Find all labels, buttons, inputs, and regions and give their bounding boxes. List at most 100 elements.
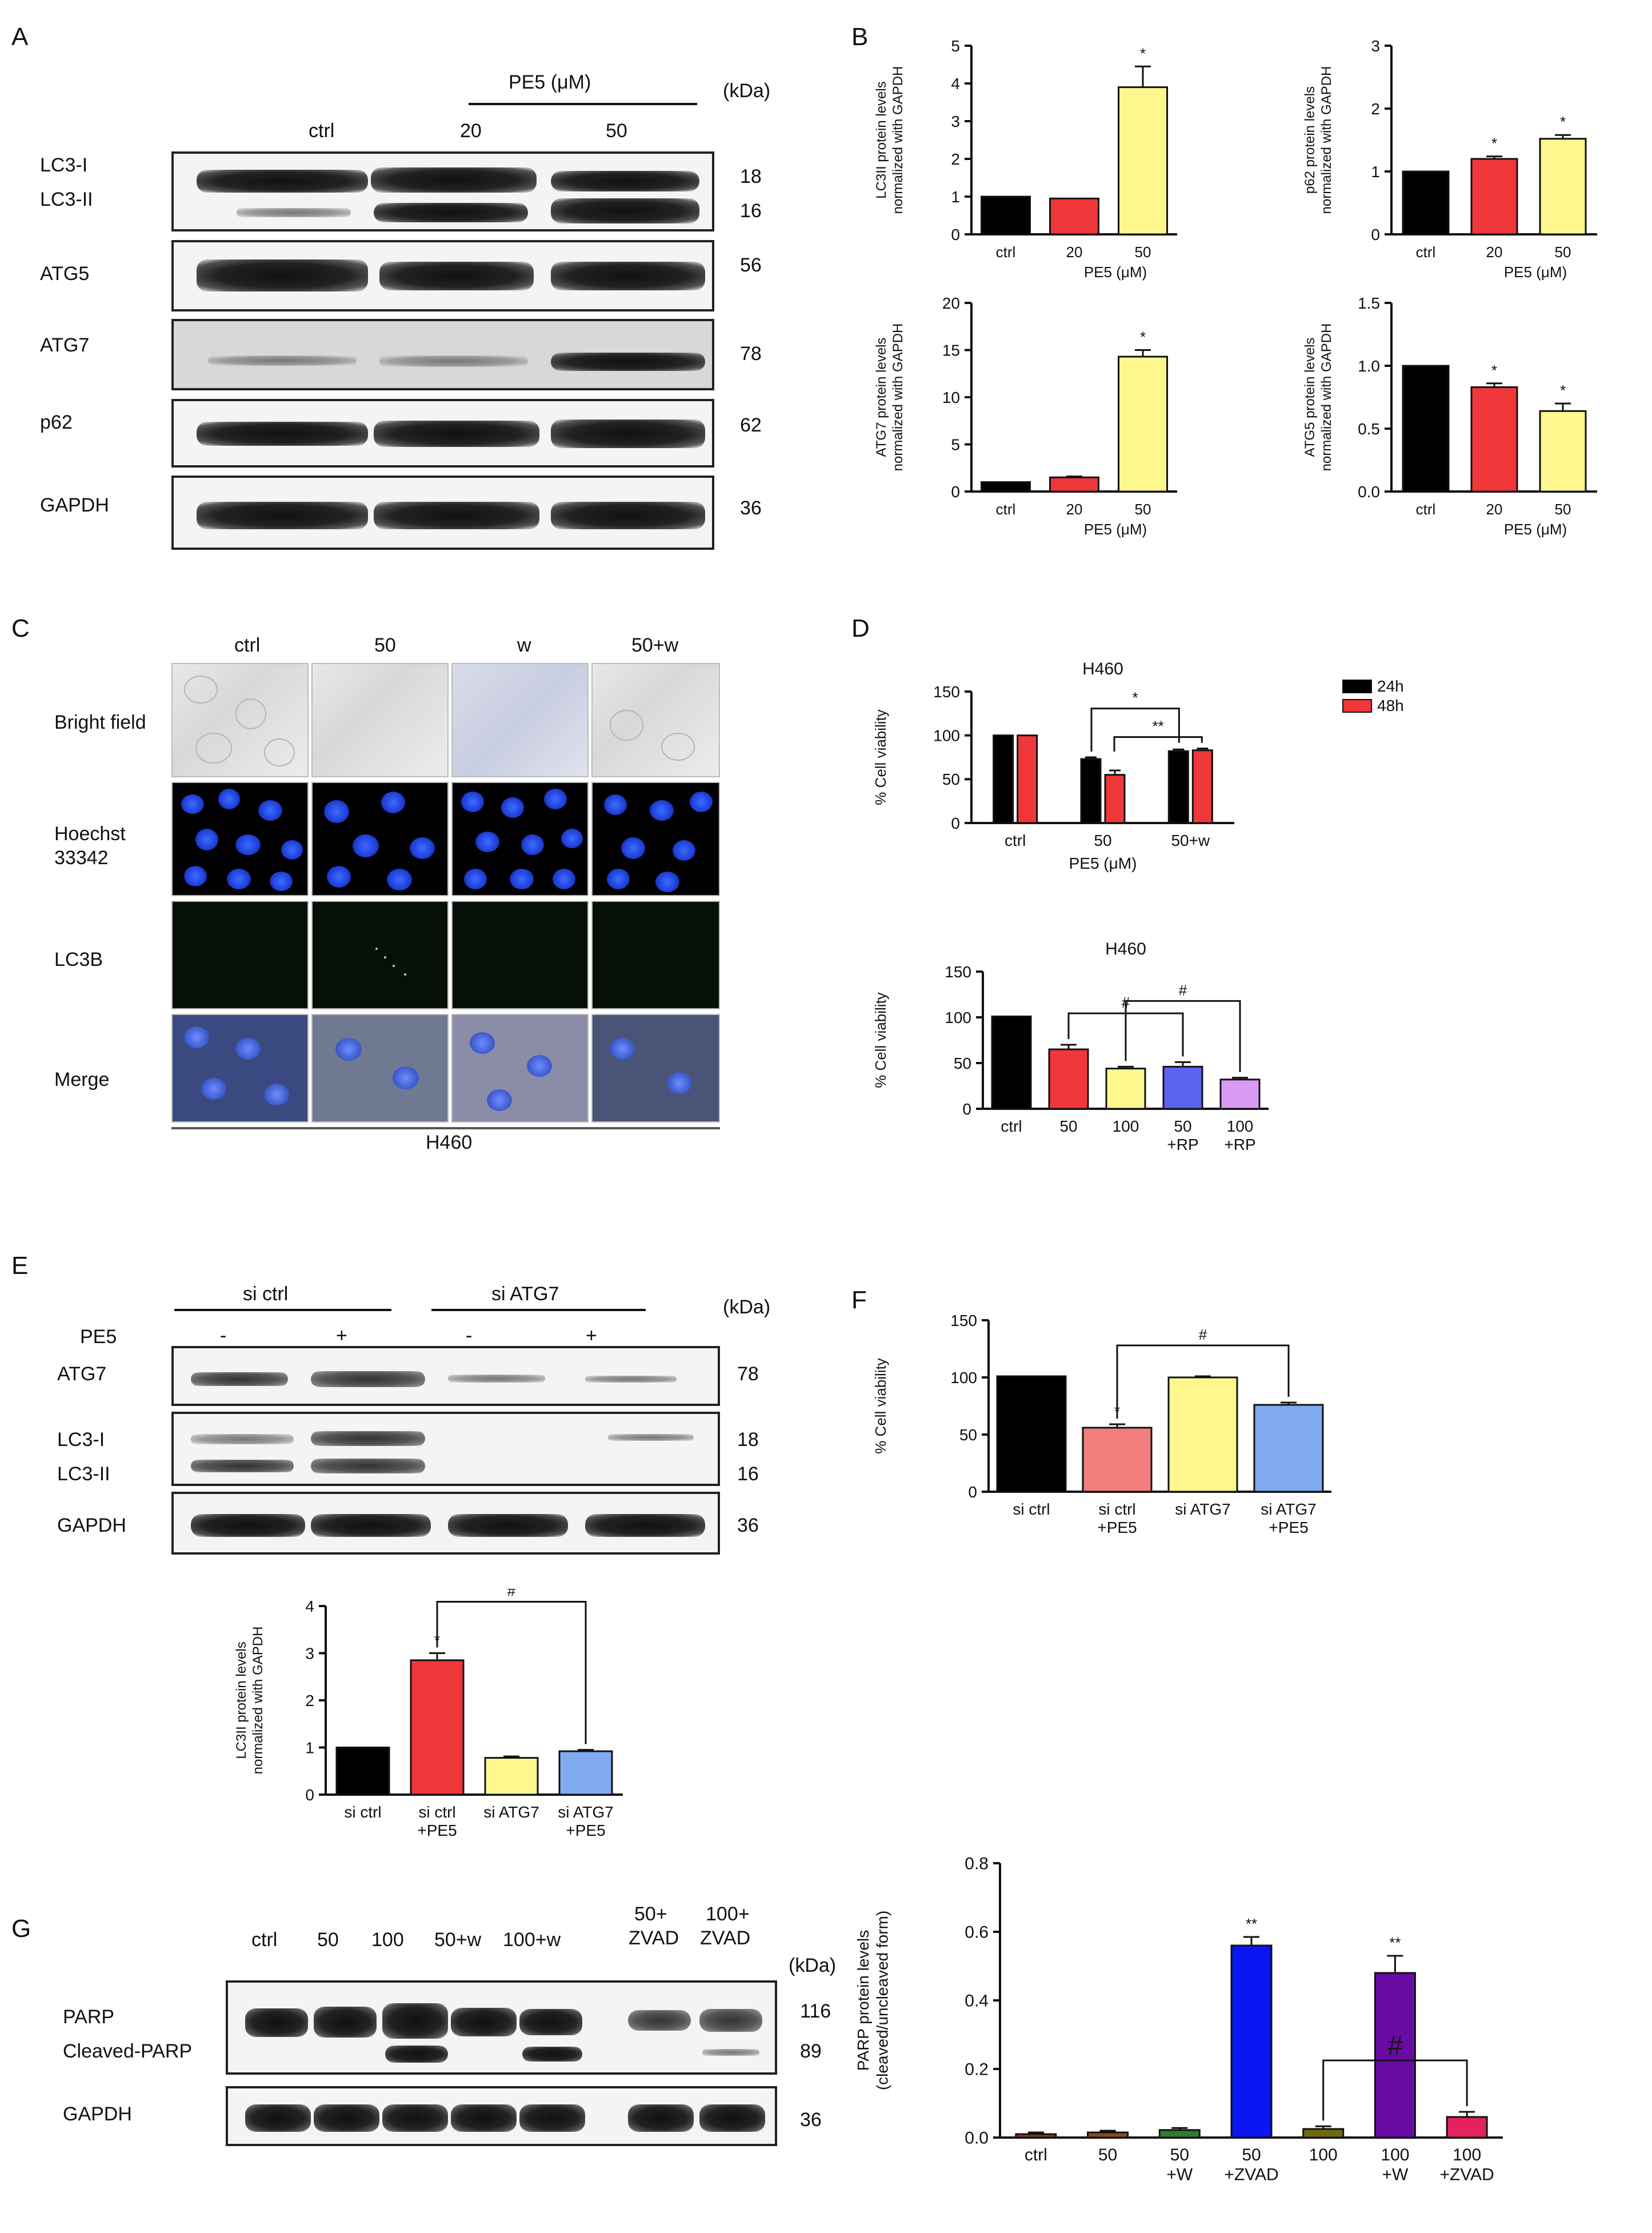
kda-value: 18 — [737, 1429, 759, 1451]
band — [314, 2007, 377, 2038]
column-label: 50+w — [631, 634, 679, 656]
significance-bracket — [1090, 708, 1180, 752]
x-tick-label: 100 — [1227, 1117, 1254, 1135]
nucleus — [610, 1038, 635, 1060]
nucleus — [184, 866, 207, 886]
band — [385, 2046, 448, 2063]
nucleus — [544, 789, 567, 809]
nucleus — [270, 872, 293, 891]
y-tick-label: 0 — [962, 1100, 971, 1118]
band — [191, 1372, 288, 1386]
group-underline — [174, 1309, 391, 1311]
y-tick-label: 10 — [942, 389, 960, 406]
micrograph-hoechst — [171, 782, 309, 896]
significance-marker: * — [1491, 362, 1497, 379]
kda-header: (kDa) — [789, 1955, 837, 1976]
bar — [1048, 1048, 1089, 1110]
x-tick-label: +PE5 — [1097, 1519, 1137, 1536]
y-axis-label: % Cell viability — [872, 992, 889, 1088]
band — [551, 353, 705, 371]
nucleus — [181, 794, 204, 814]
kda-value: 36 — [800, 2109, 822, 2131]
band — [608, 1434, 694, 1441]
row-label: ATG7 — [57, 1363, 107, 1385]
nucleus — [410, 837, 435, 859]
nucleus — [561, 829, 583, 848]
micrograph-lc3b — [311, 901, 449, 1009]
micrograph-hoechst — [591, 782, 720, 896]
y-tick-label: 15 — [942, 341, 960, 359]
bar — [1087, 2131, 1129, 2139]
bar — [1104, 774, 1126, 824]
lane-label: ZVAD — [629, 1927, 679, 1949]
x-tick-label: si ctrl — [418, 1803, 455, 1821]
x-tick-label: si ctrl — [1098, 1500, 1135, 1518]
blot-strip-atg7 — [171, 319, 714, 390]
x-tick-label: 50 — [1098, 2146, 1117, 2164]
y-tick-label: 0.5 — [1358, 420, 1380, 438]
x-tick-label: si ATG7 — [1175, 1500, 1231, 1518]
x-tick-label: 50 — [1555, 243, 1571, 261]
y-tick-label: 1 — [305, 1739, 314, 1756]
nucleus — [327, 866, 351, 888]
x-tick-label: 50 — [1135, 243, 1151, 261]
treatment-underline — [469, 103, 697, 105]
band — [551, 198, 699, 223]
significance-marker: # — [1199, 1326, 1207, 1343]
band — [191, 1460, 294, 1472]
band — [245, 2104, 311, 2132]
blot-strip-lc3 — [171, 151, 714, 231]
y-tick-label: 50 — [954, 1054, 971, 1072]
nucleus — [227, 869, 251, 889]
y-axis-label: normalized with GAPDH — [250, 1627, 266, 1775]
x-tick-label: si ctrl — [344, 1803, 381, 1821]
bar — [1374, 1972, 1416, 2139]
lane-label: 20 — [460, 120, 482, 142]
significance-marker: # — [1387, 2031, 1403, 2061]
micrograph-hoechst — [451, 782, 589, 896]
y-tick-label: 0.8 — [965, 1855, 989, 1874]
chart-atg7-levels: 0 5 10 15 20 ATG7 protein levels normalized wi… — [874, 294, 1177, 538]
y-tick-label: 100 — [945, 1009, 971, 1026]
y-tick-label: 100 — [950, 1369, 977, 1387]
micrograph-brightfield — [591, 663, 720, 777]
band — [699, 2009, 762, 2032]
bar — [1162, 1065, 1203, 1110]
row-label: PARP — [63, 2006, 115, 2028]
y-tick-label: 0.4 — [965, 1992, 989, 2011]
x-tick-label: 100 — [1453, 2146, 1481, 2164]
nucleus — [667, 1072, 692, 1094]
nucleus — [650, 800, 674, 821]
band — [311, 1371, 425, 1387]
lane-label: ctrl — [309, 120, 335, 142]
band — [374, 203, 528, 222]
x-tick-label: si ATG7 — [483, 1803, 539, 1821]
band — [451, 2008, 517, 2036]
y-axis-label: normalized with GAPDH — [1319, 66, 1334, 214]
micrograph-brightfield — [171, 663, 309, 777]
y-tick-label: 2 — [951, 150, 960, 168]
y-axis-label: ATG7 protein levels — [874, 338, 889, 457]
bar — [1015, 2133, 1057, 2139]
y-axis-label: normalized with GAPDH — [890, 323, 906, 472]
blot-strip-gapdh — [171, 1492, 720, 1555]
panel-label-g: G — [11, 1915, 31, 1943]
significance-bracket — [1113, 736, 1203, 752]
column-label: 50 — [374, 634, 396, 656]
bar — [1105, 1068, 1146, 1110]
micrograph-brightfield — [311, 663, 449, 777]
pe5-sign: + — [586, 1325, 597, 1347]
nucleus — [195, 829, 218, 850]
x-tick-label: ctrl — [1416, 243, 1436, 261]
blot-strip-lc3 — [171, 1412, 720, 1486]
group-label: si ATG7 — [491, 1283, 559, 1305]
x-tick-label: 50+w — [1171, 832, 1210, 849]
y-tick-label: 150 — [933, 683, 960, 701]
y-tick-label: 0 — [951, 814, 960, 832]
significance-marker: * — [1491, 135, 1497, 152]
micrograph-merge — [591, 1014, 720, 1123]
panel-label-e: E — [11, 1252, 29, 1280]
band — [311, 1459, 425, 1473]
y-axis-label: LC3II protein levels — [874, 81, 889, 198]
band — [314, 2104, 379, 2132]
